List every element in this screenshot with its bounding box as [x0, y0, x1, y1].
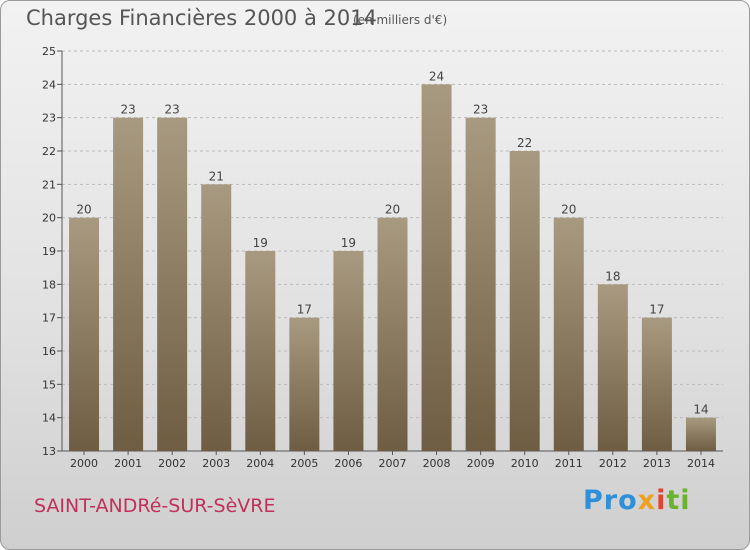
data-label: 19 [253, 236, 268, 250]
chart-title: Charges Financières 2000 à 2014 [26, 6, 377, 30]
data-label: 23 [165, 103, 180, 117]
chart-subtitle: (en milliers d'€) [353, 13, 448, 27]
x-tick-label: 2012 [599, 457, 627, 470]
data-label: 17 [649, 303, 664, 317]
y-tick-label: 23 [42, 112, 56, 125]
y-tick-label: 14 [42, 412, 56, 425]
x-tick-label: 2005 [290, 457, 318, 470]
y-tick-label: 20 [42, 212, 56, 225]
x-tick-label: 2008 [423, 457, 451, 470]
labels: 20 23 23 21 19 17 19 20 24 23 22 20 18 17 14 [76, 69, 708, 416]
bar [597, 284, 628, 451]
bar [685, 417, 716, 451]
bar [421, 84, 452, 451]
data-label: 19 [341, 236, 356, 250]
city-name: SAINT-ANDRé-SUR-SèVRE [34, 495, 276, 517]
data-label: 17 [297, 303, 312, 317]
x-tick-label: 2000 [70, 457, 98, 470]
data-label: 22 [517, 136, 532, 150]
x-tick-label: 2002 [158, 457, 186, 470]
bars [69, 84, 716, 452]
bar [509, 151, 540, 451]
x-tick-label: 2006 [334, 457, 362, 470]
bar [289, 317, 320, 451]
bar [465, 117, 496, 452]
data-label: 24 [429, 69, 444, 83]
data-label: 20 [385, 203, 400, 217]
data-label: 20 [76, 203, 91, 217]
x-tick-label: 2014 [687, 457, 715, 470]
y-tick-label: 18 [42, 278, 56, 291]
bar [113, 117, 144, 452]
bar [201, 184, 232, 452]
bar [245, 251, 276, 451]
y-tick-label: 13 [42, 445, 56, 458]
data-label: 20 [561, 203, 576, 217]
x-tick-label: 2009 [467, 457, 495, 470]
bar [553, 217, 584, 451]
y-tick-label: 16 [42, 345, 56, 358]
logo-part: Pro [583, 485, 638, 516]
y-tick-label: 24 [42, 78, 56, 91]
x-tick-label: 2011 [555, 457, 583, 470]
logo-part: ti [666, 485, 691, 516]
bar [377, 217, 408, 451]
x-tick-label: 2001 [114, 457, 142, 470]
y-tick-label: 19 [42, 245, 56, 258]
data-label: 18 [605, 269, 620, 283]
logo-part: x [637, 485, 657, 516]
y-tick-label: 21 [42, 178, 56, 191]
x-tick-label: 2003 [202, 457, 230, 470]
bar [333, 251, 364, 451]
y-tick-label: 17 [42, 312, 56, 325]
data-label: 23 [473, 103, 488, 117]
y-tick-label: 15 [42, 378, 56, 391]
bar [69, 217, 100, 451]
data-label: 23 [120, 103, 135, 117]
x-tick-label: 2007 [379, 457, 407, 470]
x-tick-label: 2010 [511, 457, 539, 470]
bar [157, 117, 188, 452]
y-tick-label: 25 [42, 45, 56, 58]
x-tick-label: 2013 [643, 457, 671, 470]
proxiti-logo[interactable]: Proxiti [583, 485, 691, 516]
logo-part: i [656, 485, 667, 516]
y-tick-label: 22 [42, 145, 56, 158]
x-tick-label: 2004 [246, 457, 274, 470]
data-label: 14 [693, 403, 708, 417]
bar [641, 317, 672, 451]
data-label: 21 [209, 169, 224, 183]
